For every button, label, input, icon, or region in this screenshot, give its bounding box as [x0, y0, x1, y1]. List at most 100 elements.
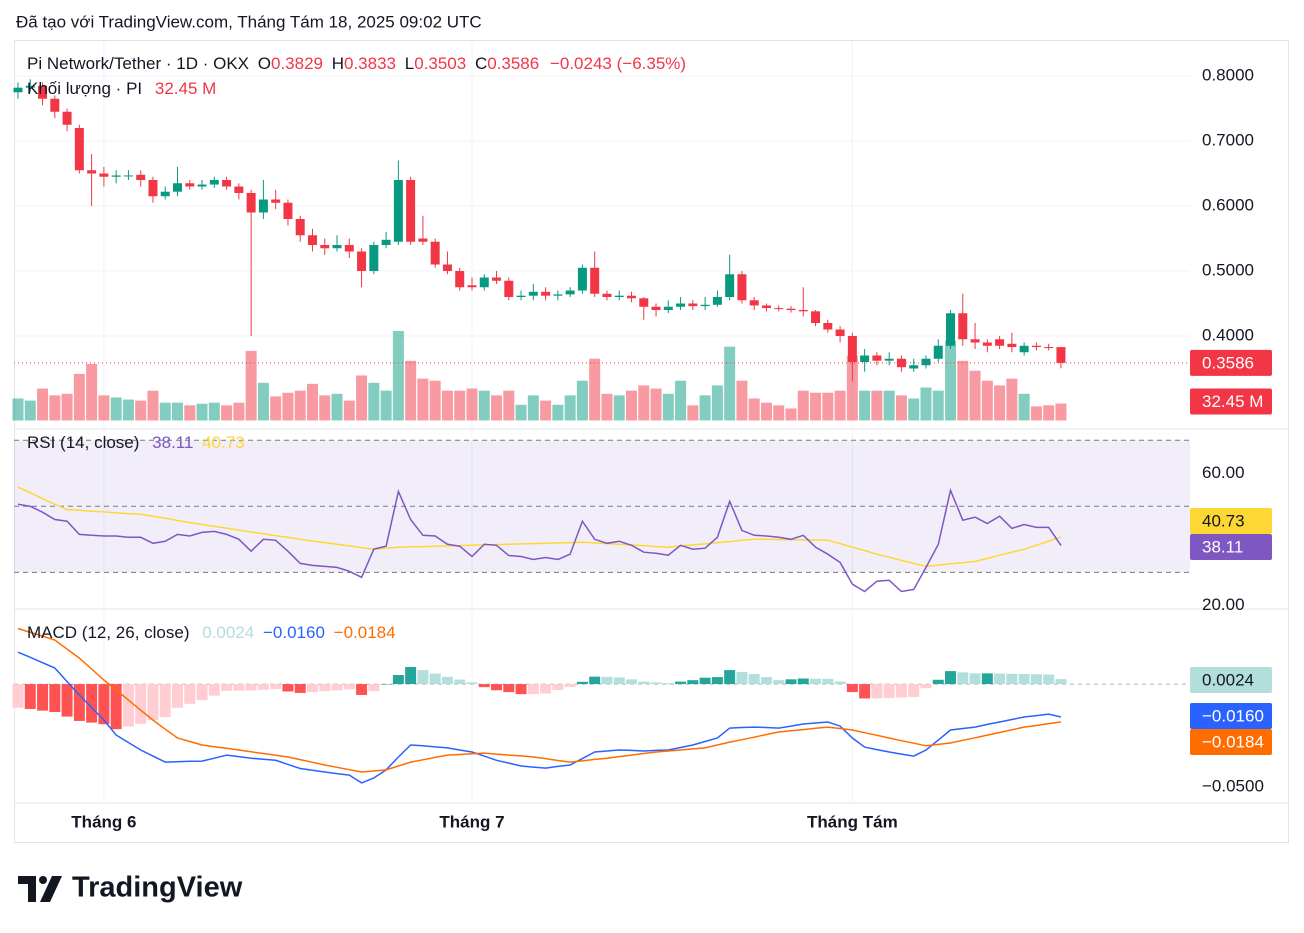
candle-body: [786, 308, 796, 310]
volume-bar: [527, 395, 539, 421]
macd-histogram-bar: [331, 684, 343, 691]
y-tick-label: 0.4000: [1202, 325, 1254, 344]
macd-histogram-bar: [957, 672, 969, 685]
macd-histogram-bar: [221, 684, 233, 691]
candle-body: [185, 183, 195, 187]
volume-bar: [24, 400, 36, 421]
macd-histogram-bar: [405, 666, 417, 685]
logo-icon: [40, 876, 62, 902]
macd-histogram-bar: [1018, 673, 1030, 685]
candle-body: [946, 313, 956, 346]
volume-legend: Khối lượng · PI 32.45 M: [27, 79, 216, 98]
volume-bar: [883, 390, 895, 421]
volume-bar: [478, 390, 490, 421]
macd-histogram-bar: [945, 671, 957, 685]
candle-body: [1056, 347, 1066, 363]
volume-bar: [405, 360, 417, 421]
candle-body: [798, 310, 808, 312]
macd-histogram-bar: [613, 677, 625, 685]
volume-bar: [736, 380, 748, 421]
volume-bar: [147, 390, 159, 421]
macd-histogram-bar: [638, 681, 650, 685]
line-series: [17, 487, 1062, 593]
x-tick-label: Tháng Tám: [807, 812, 898, 831]
signal-badge-bg: [1190, 729, 1272, 755]
volume-bar: [491, 395, 503, 421]
volume-bar: [503, 390, 515, 421]
macd-histogram-bar: [12, 684, 24, 708]
price-badge: 0.3586: [1202, 353, 1254, 372]
macd-histogram-bar: [527, 684, 539, 695]
candle-body: [602, 293, 612, 297]
macd-histogram-bar: [711, 677, 723, 685]
volume-bar: [564, 395, 576, 421]
macd-histogram-bar: [147, 684, 159, 721]
macd-histogram-bar: [724, 670, 736, 685]
macd-histogram-bar: [282, 684, 294, 692]
macd-histogram-bar: [110, 684, 122, 730]
candle-body: [62, 111, 72, 125]
volume-bar: [1030, 406, 1042, 421]
candle-body: [50, 98, 60, 112]
candle-body: [884, 358, 894, 361]
rsi-title: RSI (14, close): [27, 433, 139, 452]
candle-body: [627, 295, 636, 299]
candle-body: [492, 277, 502, 281]
volume-bar: [1043, 405, 1055, 421]
plot: [12, 41, 1190, 803]
macd-histogram-bar: [441, 676, 453, 685]
volume-bar: [343, 400, 355, 421]
volume-bar: [785, 408, 797, 421]
volume-bar: [1006, 378, 1018, 421]
macd-histogram-bar: [86, 684, 98, 723]
x-tick-label: Tháng 6: [71, 812, 136, 831]
macd-histogram-bar: [98, 684, 110, 725]
change: −0.0243 (−6.35%): [550, 54, 686, 73]
volume-bar: [613, 395, 625, 421]
volume-bar: [920, 387, 932, 421]
volume-bar: [797, 390, 809, 421]
volume-bar: [773, 405, 785, 421]
volume-bar: [699, 395, 711, 421]
candle-body: [700, 304, 710, 307]
volume-bar: [846, 355, 858, 421]
c-value: 0.3586: [487, 54, 539, 73]
macd-histogram-bar: [159, 684, 171, 718]
volume-badge-bg: [1190, 388, 1272, 415]
y-tick-label: −0.0500: [1202, 777, 1264, 796]
candle-body: [995, 339, 1005, 346]
line-series: [17, 486, 1062, 568]
price-badge-bg: [1190, 349, 1272, 376]
frame: [14, 40, 1289, 843]
candle-body: [320, 245, 330, 249]
symbol: Pi Network/Tether · 1D · OKX: [27, 54, 249, 73]
volume-bar: [110, 397, 122, 421]
candle-body: [369, 245, 379, 271]
volume-bar: [306, 383, 318, 421]
macd-histogram-bar: [478, 684, 490, 688]
h-label: H: [332, 54, 344, 73]
volume-bar: [368, 382, 380, 421]
macd-histogram-bar: [257, 684, 269, 690]
volume-value: 32.45 M: [155, 79, 216, 98]
candle-body: [197, 184, 207, 187]
y-tick-label: 0.7000: [1202, 130, 1254, 149]
o-value: 0.3829: [271, 54, 323, 73]
volume-bar: [12, 398, 24, 421]
candle-body: [13, 87, 23, 93]
candle-body: [921, 358, 931, 366]
volume-bar: [760, 402, 772, 421]
signal-value: −0.0184: [334, 623, 396, 642]
macd-histogram-bar: [270, 684, 282, 690]
macd-histogram-bar: [392, 675, 404, 685]
volume-bar: [356, 375, 368, 421]
candle-body: [982, 342, 992, 346]
candle-body: [896, 358, 906, 368]
macd-histogram-bar: [208, 684, 220, 696]
volume-bar: [61, 393, 73, 421]
macd-histogram-bar: [49, 684, 61, 713]
volume-bar: [466, 388, 478, 421]
volume-bar: [981, 380, 993, 421]
macd-histogram-bar: [1006, 673, 1018, 685]
